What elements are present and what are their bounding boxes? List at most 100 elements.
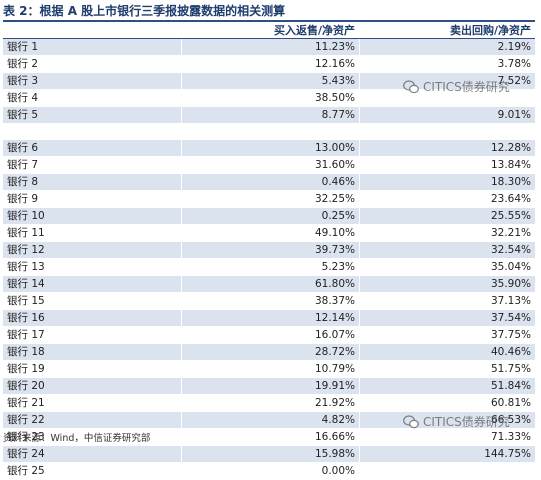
sell-repo-cell: 35.90% xyxy=(359,276,535,292)
header-bank xyxy=(3,22,181,38)
table-row: 银行 18 28.72% 40.46% xyxy=(3,344,535,361)
buy-resale-cell: 16.66% xyxy=(181,429,359,445)
table-row: 银行 17 16.07% 37.75% xyxy=(3,327,535,344)
wechat-icon xyxy=(403,79,419,93)
buy-resale-cell: 32.25% xyxy=(181,191,359,207)
buy-resale-cell: 16.07% xyxy=(181,327,359,343)
bank-cell: 银行 14 xyxy=(7,278,45,290)
sell-repo-cell: 2.19% xyxy=(359,39,535,55)
sell-repo-cell: 37.54% xyxy=(359,310,535,326)
source-note: 资料来源：Wind，中信证券研究部 xyxy=(3,433,151,444)
table-row: 银行 19 10.79% 51.75% xyxy=(3,361,535,378)
table-row: 银行 6 13.00% 12.28% xyxy=(3,140,535,157)
bank-cell: 银行 18 xyxy=(7,346,45,358)
sell-repo-cell: 12.28% xyxy=(359,140,535,156)
sell-repo-cell: 35.04% xyxy=(359,259,535,275)
header-buy-resale: 买入返售/净资产 xyxy=(181,22,359,38)
table-row: 银行 8 0.46% 18.30% xyxy=(3,174,535,191)
bank-cell: 银行 24 xyxy=(7,448,45,460)
bank-cell: 银行 7 xyxy=(7,159,39,171)
buy-resale-cell: 0.00% xyxy=(181,463,359,479)
table-row: 银行 24 15.98% 144.75% xyxy=(3,446,535,463)
bank-cell: 银行 21 xyxy=(7,397,45,409)
table-row: 银行 14 61.80% 35.90% xyxy=(3,276,535,293)
buy-resale-cell: 8.77% xyxy=(181,107,359,123)
header-sell-repo: 卖出回购/净资产 xyxy=(359,22,535,38)
sell-repo-cell: 40.46% xyxy=(359,344,535,360)
sell-repo-cell: 37.75% xyxy=(359,327,535,343)
sell-repo-cell: 71.33% xyxy=(359,429,535,445)
buy-resale-cell: 21.92% xyxy=(181,395,359,411)
buy-resale-cell: 12.16% xyxy=(181,56,359,72)
table-row: 银行 25 0.00% xyxy=(3,463,535,480)
table-row: 银行 13 5.23% 35.04% xyxy=(3,259,535,276)
bank-cell: 银行 5 xyxy=(7,109,39,121)
sell-repo-cell: 18.30% xyxy=(359,174,535,190)
buy-resale-cell: 31.60% xyxy=(181,157,359,173)
buy-resale-cell: 49.10% xyxy=(181,225,359,241)
buy-resale-cell: 19.91% xyxy=(181,378,359,394)
bank-cell: 银行 20 xyxy=(7,380,45,392)
buy-resale-cell: 61.80% xyxy=(181,276,359,292)
group-spacer xyxy=(3,124,535,140)
buy-resale-cell: 5.23% xyxy=(181,259,359,275)
sell-repo-cell: 32.21% xyxy=(359,225,535,241)
sell-repo-cell: 60.81% xyxy=(359,395,535,411)
buy-resale-cell: 38.37% xyxy=(181,293,359,309)
sell-repo-cell: 7.52% xyxy=(359,73,535,89)
bank-cell: 银行 8 xyxy=(7,176,39,188)
table-row: 银行 22 4.82% 66.53% xyxy=(3,412,535,429)
bank-cell: 银行 15 xyxy=(7,295,45,307)
bank-cell: 银行 11 xyxy=(7,227,45,239)
watermark: CITICS债券研究 xyxy=(403,413,510,430)
buy-resale-cell: 13.00% xyxy=(181,140,359,156)
bank-cell: 银行 10 xyxy=(7,210,45,222)
sell-repo-cell: 23.64% xyxy=(359,191,535,207)
sell-repo-cell: 13.84% xyxy=(359,157,535,173)
table-row: 银行 3 5.43% 7.52% xyxy=(3,73,535,90)
sell-repo-cell: 51.75% xyxy=(359,361,535,377)
bank-cell: 银行 19 xyxy=(7,363,45,375)
watermark: CITICS债券研究 xyxy=(403,78,510,95)
buy-resale-cell: 10.79% xyxy=(181,361,359,377)
bank-cell: 银行 23 xyxy=(7,431,45,443)
bank-cell: 银行 25 xyxy=(7,465,45,477)
sell-repo-cell: 3.78% xyxy=(359,56,535,72)
buy-resale-cell: 15.98% xyxy=(181,446,359,462)
bank-cell: 银行 12 xyxy=(7,244,45,256)
table-title: 表 2：根据 A 股上市银行三季报披露数据的相关测算 xyxy=(3,4,286,18)
sell-repo-cell: 9.01% xyxy=(359,107,535,123)
table-row: 银行 4 38.50% xyxy=(3,90,535,107)
wechat-icon xyxy=(403,414,419,428)
buy-resale-cell: 38.50% xyxy=(181,90,359,106)
bank-cell: 银行 4 xyxy=(7,92,39,104)
table-row: 银行 20 19.91% 51.84% xyxy=(3,378,535,395)
buy-resale-cell: 39.73% xyxy=(181,242,359,258)
table-row: 银行 5 8.77% 9.01% xyxy=(3,107,535,124)
table-row: 银行 10 0.25% 25.55% xyxy=(3,208,535,225)
table-row: 银行 9 32.25% 23.64% xyxy=(3,191,535,208)
sell-repo-cell xyxy=(359,463,535,479)
buy-resale-cell: 4.82% xyxy=(181,412,359,428)
bank-cell: 银行 3 xyxy=(7,75,39,87)
table-row: 银行 12 39.73% 32.54% xyxy=(3,242,535,259)
bank-cell: 银行 2 xyxy=(7,58,39,70)
watermark-text: CITICS债券研究 xyxy=(423,415,510,429)
sell-repo-cell: 144.75% xyxy=(359,446,535,462)
watermark-text: CITICS债券研究 xyxy=(423,80,510,94)
buy-resale-cell: 11.23% xyxy=(181,39,359,55)
bank-cell: 银行 1 xyxy=(7,41,39,53)
table-row: 银行 2 12.16% 3.78% xyxy=(3,56,535,73)
buy-resale-cell: 5.43% xyxy=(181,73,359,89)
table-row: 银行 21 21.92% 60.81% xyxy=(3,395,535,412)
sell-repo-cell: 37.13% xyxy=(359,293,535,309)
table-row: 银行 7 31.60% 13.84% xyxy=(3,157,535,174)
table-row: 银行 15 38.37% 37.13% xyxy=(3,293,535,310)
bank-cell: 银行 16 xyxy=(7,312,45,324)
bank-cell: 银行 17 xyxy=(7,329,45,341)
buy-resale-cell: 0.46% xyxy=(181,174,359,190)
table-row: 银行 16 12.14% 37.54% xyxy=(3,310,535,327)
buy-resale-cell: 28.72% xyxy=(181,344,359,360)
sell-repo-cell: 51.84% xyxy=(359,378,535,394)
bank-cell: 银行 22 xyxy=(7,414,45,426)
